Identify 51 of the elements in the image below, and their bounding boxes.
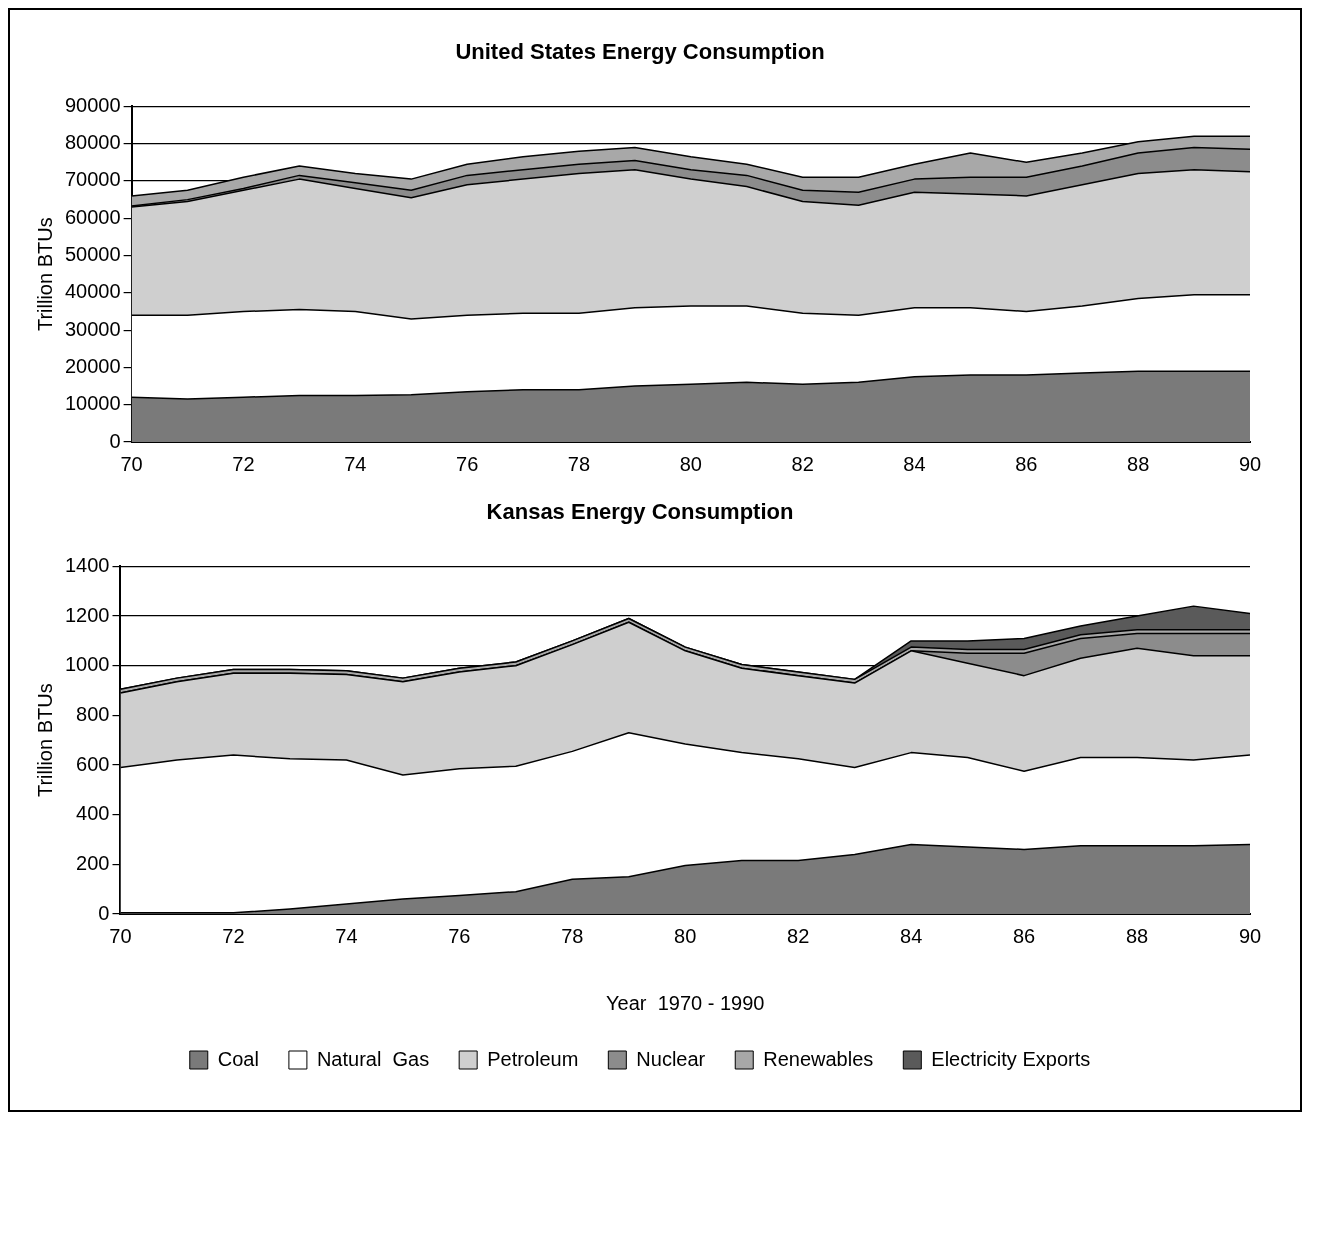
x-tick-label: 78	[567, 452, 591, 475]
legend-label: Nuclear	[636, 1047, 706, 1070]
y-tick-label: 400	[76, 802, 110, 825]
y-tick-label: 1200	[64, 603, 110, 626]
y-tick-label: 600	[76, 752, 110, 775]
x-tick-label: 70	[120, 452, 143, 475]
y-tick-label: 50000	[64, 243, 121, 266]
y-tick-label: 20000	[64, 354, 121, 377]
legend-label: Electricity Exports	[931, 1047, 1091, 1070]
y-tick-label: 90000	[64, 93, 121, 116]
x-tick-label: 80	[674, 924, 697, 947]
x-tick-label: 86	[1015, 452, 1038, 475]
x-tick-label: 90	[1238, 452, 1262, 475]
chart-title: Kansas Energy Consumption	[486, 499, 794, 525]
legend-label: Coal	[217, 1047, 259, 1070]
x-tick-label: 70	[109, 924, 132, 947]
x-tick-label: 76	[448, 924, 471, 947]
x-tick-label: 84	[900, 924, 923, 947]
legend-label: Petroleum	[487, 1047, 579, 1070]
x-tick-label: 88	[1127, 452, 1150, 475]
x-tick-label: 88	[1125, 924, 1149, 947]
y-axis-title: Trillion BTUs	[33, 217, 56, 332]
y-tick-label: 70000	[64, 168, 121, 191]
x-tick-label: 84	[903, 452, 926, 475]
y-tick-label: 10000	[64, 392, 121, 415]
y-tick-label: 0	[98, 901, 110, 924]
x-tick-label: 86	[1012, 924, 1036, 947]
x-axis-title: Year 1970 - 1990	[606, 991, 765, 1014]
y-tick-label: 0	[109, 429, 121, 452]
chart-title: United States Energy Consumption	[455, 39, 825, 65]
y-tick-label: 800	[76, 702, 110, 725]
x-tick-label: 74	[335, 924, 358, 947]
y-tick-label: 30000	[64, 317, 121, 340]
x-tick-label: 74	[344, 452, 367, 475]
legend-label: Renewables	[763, 1047, 874, 1070]
legend-label: Natural Gas	[316, 1047, 430, 1070]
x-tick-label: 82	[787, 924, 810, 947]
y-tick-label: 1400	[64, 553, 110, 576]
y-tick-label: 80000	[64, 131, 121, 154]
y-tick-label: 200	[76, 851, 110, 874]
x-tick-label: 72	[222, 924, 245, 947]
x-tick-label: 76	[456, 452, 479, 475]
y-axis-title: Trillion BTUs	[33, 683, 56, 798]
y-tick-label: 40000	[64, 280, 121, 303]
x-tick-label: 82	[791, 452, 814, 475]
y-tick-label: 1000	[64, 653, 110, 676]
y-tick-label: 60000	[64, 205, 121, 228]
x-tick-label: 80	[679, 452, 702, 475]
x-tick-label: 78	[561, 924, 584, 947]
x-tick-label: 90	[1238, 924, 1262, 947]
x-tick-label: 72	[232, 452, 255, 475]
